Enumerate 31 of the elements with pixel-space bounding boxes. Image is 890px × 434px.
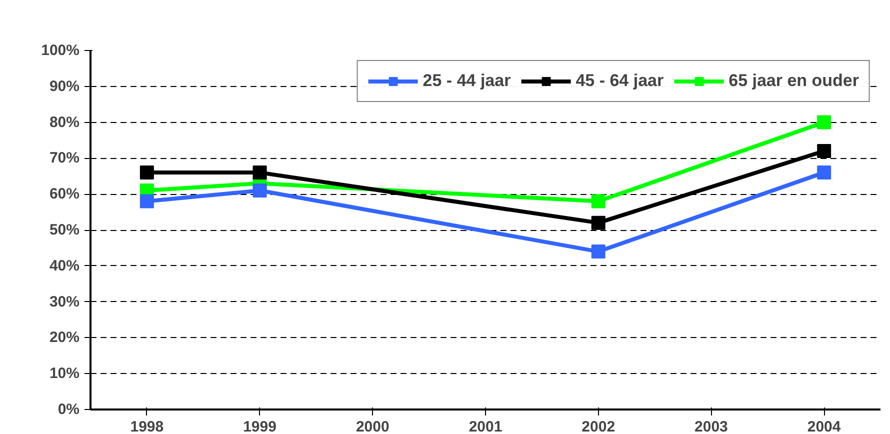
point — [252, 184, 267, 198]
legend-label: 65 jaar en ouder — [728, 71, 859, 91]
y-tick-label: 90% — [49, 78, 80, 95]
y-tick-label: 20% — [49, 329, 80, 346]
point — [252, 166, 267, 180]
point — [591, 244, 606, 259]
y-tick-label: 60% — [49, 186, 80, 203]
x-tick-label: 1998 — [130, 418, 164, 434]
legend-label: 25 - 44 jaar — [422, 71, 511, 91]
legend-label: 45 - 64 jaar — [576, 71, 664, 91]
point — [140, 166, 154, 180]
y-tick-label: 30% — [49, 293, 80, 310]
x-tick-label: 2001 — [468, 418, 502, 434]
x-tick-label: 2002 — [582, 418, 616, 434]
point — [591, 194, 606, 208]
x-tick-label: 2004 — [807, 418, 842, 434]
y-tick-label: 80% — [49, 114, 80, 131]
point — [591, 216, 606, 230]
point — [817, 166, 832, 180]
x-tick-label: 1999 — [243, 418, 276, 434]
y-tick-label: 40% — [49, 257, 80, 274]
y-tick-label: 50% — [49, 222, 80, 238]
y-tick-label: 70% — [49, 150, 80, 167]
point — [140, 194, 154, 208]
x-tick-label: 2003 — [694, 418, 728, 434]
y-tick-label: 0% — [58, 401, 80, 418]
x-tick-label: 2000 — [356, 418, 390, 434]
point — [817, 144, 832, 158]
y-tick-label: 10% — [49, 365, 80, 382]
y-tick-label: 100% — [41, 42, 80, 59]
point — [817, 115, 832, 130]
